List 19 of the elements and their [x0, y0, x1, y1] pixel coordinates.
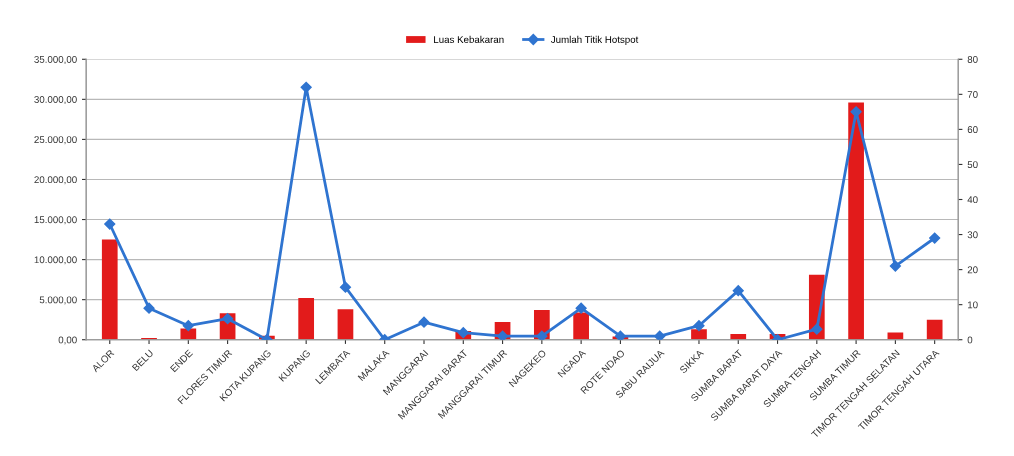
y-tick-label: 35.000,00: [34, 56, 77, 65]
y2-tick-label: 30: [967, 231, 978, 239]
y-tick-label: 10.000,00: [34, 256, 77, 265]
y2-tick-label: 10: [968, 301, 978, 309]
y-tick-label: 25.000,00: [34, 136, 77, 145]
y2-tick-label: 0: [967, 336, 973, 344]
y-tick-label: 30.000,00: [34, 96, 77, 105]
y2-tick-label: 40: [967, 196, 978, 204]
y-tick-label: 15.000,00: [34, 216, 77, 225]
y2-tick-label: 60: [967, 126, 978, 134]
y2-tick-label: 70: [967, 91, 978, 98]
y2-tick-label: 50: [967, 161, 978, 169]
legend-label: Luas Kebakaran: [434, 35, 504, 43]
y-tick-label: 0,00: [58, 336, 77, 345]
y-tick-label: 20.000,00: [34, 176, 77, 185]
y2-tick-label: 80: [967, 56, 978, 63]
y-tick-label: 5.000,00: [39, 296, 77, 305]
legend-label: Jumlah Titik Hotspot: [550, 35, 639, 45]
y2-tick-label: 20: [967, 266, 978, 274]
